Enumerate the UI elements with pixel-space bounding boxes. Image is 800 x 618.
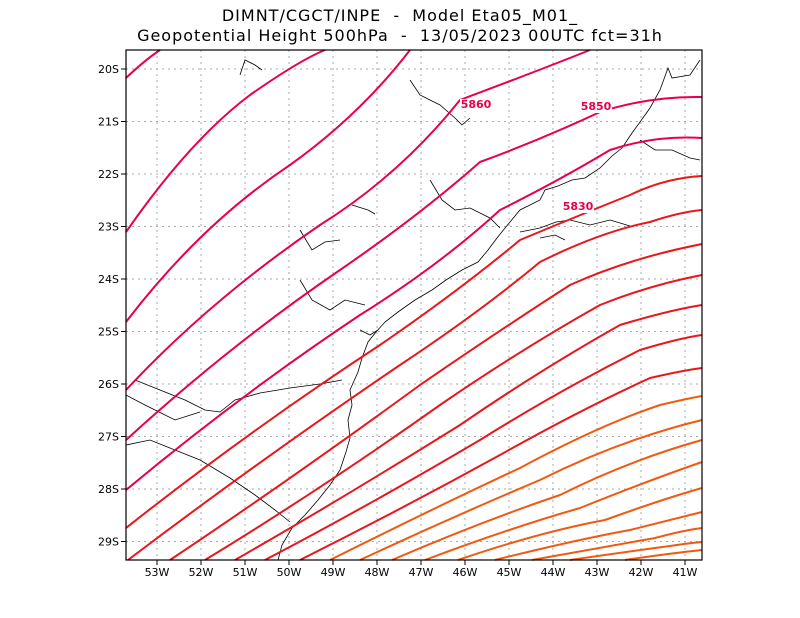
coastline-segment xyxy=(134,379,343,413)
contour-line xyxy=(494,511,703,561)
y-tick-label: 21S xyxy=(98,116,119,129)
contour-line xyxy=(204,274,703,561)
x-tick-label: 52W xyxy=(189,566,214,579)
contour-line xyxy=(391,439,703,561)
contour-line xyxy=(359,419,703,561)
contour-line xyxy=(264,334,703,561)
contour-line xyxy=(457,487,703,561)
contour-line xyxy=(125,175,703,529)
x-tick-label: 50W xyxy=(277,566,302,579)
y-tick-label: 24S xyxy=(98,273,119,286)
coastline-segment xyxy=(239,59,263,76)
x-tick-label: 42W xyxy=(629,566,654,579)
contour-label: 5850 xyxy=(581,100,612,113)
contour-label: 5860 xyxy=(461,98,492,111)
contour-line xyxy=(125,49,326,233)
y-tick-label: 23S xyxy=(98,221,119,234)
contour-labels: 5860 5850 5830 xyxy=(460,98,612,213)
contour-line xyxy=(531,527,703,561)
contour-line xyxy=(125,49,591,391)
contour-label: 5830 xyxy=(563,200,594,213)
contour-line xyxy=(125,95,703,441)
y-tick-label: 29S xyxy=(98,536,119,549)
coastline-segment xyxy=(277,59,701,561)
y-tick-label: 28S xyxy=(98,483,119,496)
contour-line xyxy=(624,549,703,561)
contour-line xyxy=(329,395,703,561)
coastline-segment xyxy=(409,79,471,126)
y-tick-label: 27S xyxy=(98,431,119,444)
y-tick-label: 25S xyxy=(98,326,119,339)
coastline-and-borders xyxy=(125,59,701,561)
contour-line xyxy=(169,243,703,561)
contour-line xyxy=(569,541,703,561)
contour-label-bg xyxy=(460,99,492,111)
x-tick-label: 45W xyxy=(497,566,522,579)
coastline-segment xyxy=(429,179,501,229)
x-tick-label: 51W xyxy=(233,566,258,579)
contour-line xyxy=(424,461,703,561)
x-tick-label: 41W xyxy=(673,566,698,579)
geopotential-contours xyxy=(125,49,703,561)
contour-label-bg xyxy=(580,101,612,113)
coastline-segment xyxy=(359,329,379,336)
x-tick-label: 46W xyxy=(453,566,478,579)
contour-line xyxy=(234,304,703,561)
x-tick-label: 53W xyxy=(145,566,170,579)
coastline-segment xyxy=(299,229,341,251)
contour-label-bg xyxy=(562,201,594,213)
y-tick-label: 26S xyxy=(98,378,119,391)
plot-frame xyxy=(125,49,703,561)
coastline-segment xyxy=(639,139,701,161)
coastline-segment xyxy=(351,204,376,215)
x-tick-label: 49W xyxy=(321,566,346,579)
x-tick-label: 47W xyxy=(409,566,434,579)
x-tick-label: 43W xyxy=(585,566,610,579)
coastline-segment xyxy=(125,439,291,523)
x-tick-label: 44W xyxy=(541,566,566,579)
chart-title-line-1: DIMNT/CGCT/INPE - Model Eta05_M01_ xyxy=(221,6,579,25)
chart-title-line-2: Geopotential Height 500hPa - 13/05/2023 … xyxy=(137,26,663,45)
contour-line xyxy=(125,49,411,323)
contour-line xyxy=(125,136,703,491)
coastline-segment xyxy=(125,394,201,421)
y-tick-label: 22S xyxy=(98,168,119,181)
contour-line xyxy=(299,367,703,561)
coastline-segment xyxy=(539,234,566,241)
x-tick-label: 48W xyxy=(365,566,390,579)
y-tick-label: 20S xyxy=(98,63,119,76)
contour-line xyxy=(125,49,161,79)
contour-line xyxy=(127,209,703,561)
axis-ticks: 53W 52W 51W 50W 49W 48W 47W 46W 45W 44W 43W 42W 41W 2… xyxy=(98,63,698,579)
